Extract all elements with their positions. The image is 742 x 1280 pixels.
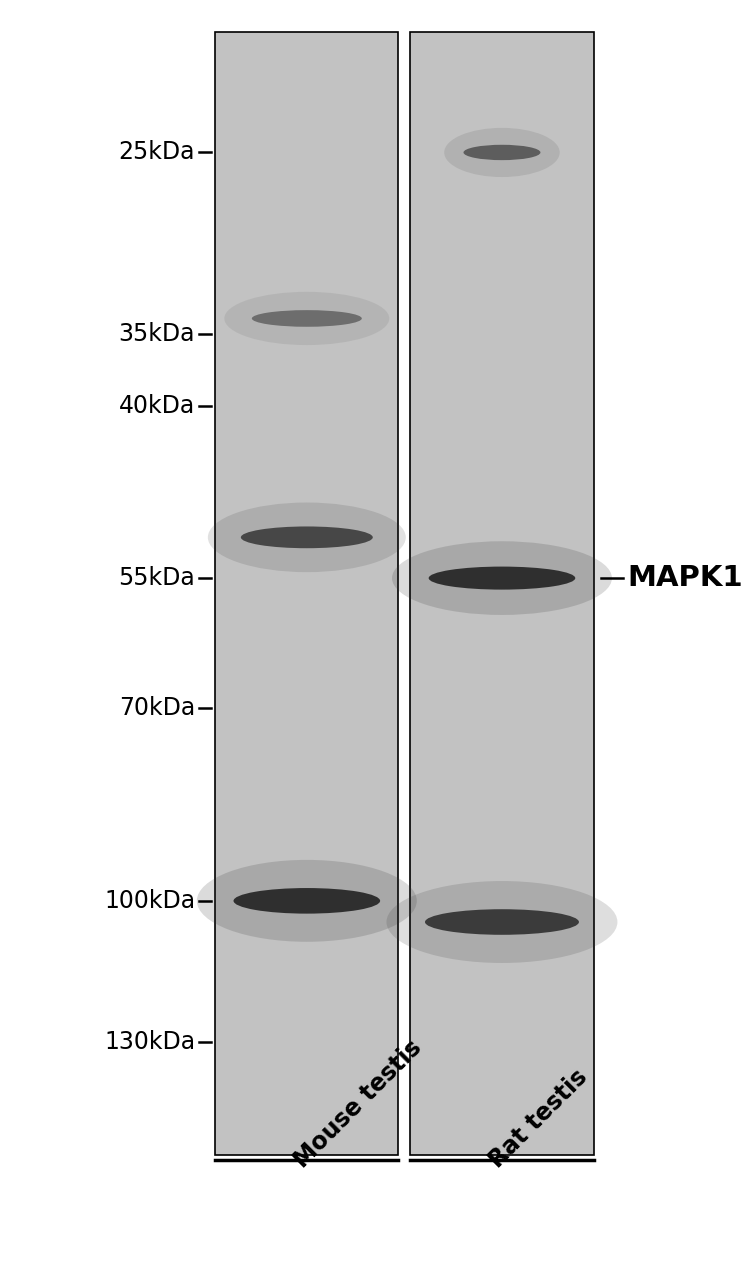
Text: 70kDa: 70kDa xyxy=(119,696,195,721)
Text: 130kDa: 130kDa xyxy=(104,1030,195,1055)
Ellipse shape xyxy=(444,128,559,177)
Text: 100kDa: 100kDa xyxy=(104,888,195,913)
Ellipse shape xyxy=(252,310,362,326)
Text: 40kDa: 40kDa xyxy=(119,394,195,419)
Ellipse shape xyxy=(429,567,575,590)
Text: 55kDa: 55kDa xyxy=(119,566,195,590)
Text: MAPK10: MAPK10 xyxy=(627,564,742,593)
Ellipse shape xyxy=(241,526,372,548)
Text: 25kDa: 25kDa xyxy=(119,141,195,164)
Bar xyxy=(410,32,594,1155)
Text: Rat testis: Rat testis xyxy=(485,1065,593,1172)
Ellipse shape xyxy=(197,860,417,942)
Ellipse shape xyxy=(224,292,390,346)
Ellipse shape xyxy=(387,881,617,963)
Text: Mouse testis: Mouse testis xyxy=(290,1036,427,1172)
Ellipse shape xyxy=(234,888,380,914)
Ellipse shape xyxy=(392,541,612,614)
Text: 35kDa: 35kDa xyxy=(119,323,195,346)
Bar xyxy=(215,32,398,1155)
Ellipse shape xyxy=(208,503,406,572)
Ellipse shape xyxy=(425,909,579,934)
Ellipse shape xyxy=(464,145,540,160)
